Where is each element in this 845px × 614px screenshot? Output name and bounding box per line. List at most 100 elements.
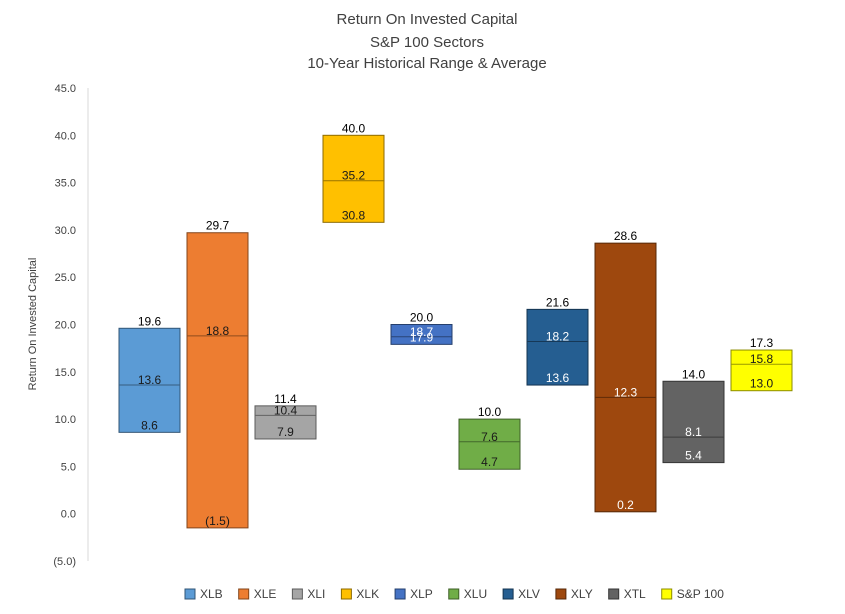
- average-label: 13.6: [138, 373, 162, 387]
- high-label: 11.4: [274, 392, 297, 406]
- y-tick-label: 35.0: [55, 178, 76, 190]
- range-bar-rect: [254, 405, 317, 440]
- low-label: 7.9: [277, 425, 294, 439]
- range-bar-rect: [118, 327, 181, 433]
- legend-swatch: [340, 588, 352, 600]
- average-label: 18.2: [546, 330, 570, 344]
- chart-title-line-1: Return On Invested Capital: [337, 11, 518, 28]
- range-bar-xlk: 40.0 35.2 30.8: [322, 121, 385, 223]
- legend-swatch: [608, 588, 620, 600]
- range-bar-xli: 11.410.4 7.9: [254, 392, 317, 440]
- average-label: 8.1: [685, 425, 702, 439]
- y-tick-label: 20.0: [55, 320, 76, 332]
- legend-item-xle: XLE: [238, 587, 277, 601]
- legend-swatch: [661, 588, 673, 600]
- y-tick-label: 40.0: [55, 130, 76, 142]
- legend-swatch: [291, 588, 303, 600]
- range-bar-rect: [458, 418, 521, 470]
- chart-title: Return On Invested Capital S&P 100 Secto…: [307, 11, 546, 72]
- legend-item-xlv: XLV: [502, 587, 540, 601]
- average-label: 35.2: [342, 169, 366, 183]
- average-label: 12.3: [614, 385, 638, 399]
- high-label: 20.0: [410, 311, 434, 325]
- legend-item-xli: XLI: [291, 587, 325, 601]
- low-label: 0.2: [617, 498, 634, 512]
- high-label: 10.0: [478, 405, 502, 419]
- high-label: 19.6: [138, 314, 162, 328]
- y-axis-ticks: 45.0 40.0 35.0 30.0 25.0 20.0 15.0 10.0 5.0 0.0 (5…: [53, 83, 76, 568]
- legend-swatch: [184, 588, 196, 600]
- y-tick-label: 0.0: [61, 509, 76, 521]
- legend-item-xly: XLY: [555, 587, 593, 601]
- y-tick-label: 45.0: [55, 83, 76, 95]
- y-tick-label: (5.0): [53, 556, 76, 568]
- range-bar-rect: [730, 349, 793, 392]
- chart-title-line-3: 10-Year Historical Range & Average: [307, 55, 546, 72]
- average-label: 10.4: [274, 403, 298, 417]
- y-tick-label: 15.0: [55, 367, 76, 379]
- y-tick-label: 30.0: [55, 225, 76, 237]
- y-tick-label: 5.0: [61, 461, 76, 473]
- legend-swatch: [238, 588, 250, 600]
- legend-label: XTL: [624, 587, 646, 601]
- low-label: 8.6: [141, 418, 158, 432]
- legend-item-xtl: XTL: [608, 587, 646, 601]
- high-label: 17.3: [750, 336, 774, 350]
- range-bars: 19.6 13.6 8.6 29.7 18.8 (1.5) 11.410.4 7.9 40.0 3…: [118, 121, 793, 529]
- range-bar-xlb: 19.6 13.6 8.6: [118, 314, 181, 433]
- range-bar-rect: [322, 134, 385, 223]
- range-bar-rect: [594, 242, 657, 513]
- average-label: 15.8: [750, 352, 774, 366]
- range-bar-xlp: 20.018.717.9: [390, 311, 453, 345]
- low-label: 13.6: [546, 371, 570, 385]
- high-label: 40.0: [342, 121, 366, 135]
- legend-label: XLK: [356, 587, 379, 601]
- range-bar-rect: [390, 324, 453, 345]
- y-axis-label: Return On Invested Capital: [27, 258, 39, 391]
- legend-item-s-p-100: S&P 100: [661, 587, 724, 601]
- range-bar-rect: [186, 232, 249, 529]
- legend-item-xlu: XLU: [448, 587, 487, 601]
- high-label: 29.7: [206, 219, 230, 233]
- legend-swatch: [555, 588, 567, 600]
- legend-label: XLV: [518, 587, 540, 601]
- legend-label: S&P 100: [677, 587, 724, 601]
- legend-label: XLY: [571, 587, 593, 601]
- legend-swatch: [394, 588, 406, 600]
- range-bar-rect: [662, 380, 725, 464]
- y-tick-label: 25.0: [55, 272, 76, 284]
- range-bar-xly: 28.6 12.3 0.2: [594, 229, 657, 513]
- legend-swatch: [448, 588, 460, 600]
- range-bar-xlu: 10.0 7.6 4.7: [458, 405, 521, 470]
- legend-swatch: [502, 588, 514, 600]
- low-label: 17.9: [410, 330, 434, 344]
- legend-item-xlp: XLP: [394, 587, 433, 601]
- range-bar-s-p-100: 17.3 15.8 13.0: [730, 336, 793, 392]
- average-label: 18.8: [206, 324, 230, 338]
- range-bar-xle: 29.7 18.8 (1.5): [186, 219, 249, 529]
- range-bar-xlv: 21.6 18.2 13.6: [526, 295, 589, 386]
- legend-item-xlb: XLB: [184, 587, 223, 601]
- average-label: 18.7: [410, 325, 434, 339]
- range-bar-rect: [526, 308, 589, 386]
- range-bar-xtl: 14.0 8.1 5.4: [662, 367, 725, 464]
- high-label: 21.6: [546, 295, 570, 309]
- legend-label: XLE: [254, 587, 277, 601]
- legend: XLB XLE XLI XLK XLP XLU XLV XLY XTL S&P 100: [184, 587, 724, 601]
- low-label: 30.8: [342, 208, 366, 222]
- chart-title-line-2: S&P 100 Sectors: [370, 34, 484, 51]
- y-tick-label: 10.0: [55, 414, 76, 426]
- high-label: 28.6: [614, 229, 638, 243]
- low-label: 5.4: [685, 449, 702, 463]
- high-label: 14.0: [682, 367, 706, 381]
- low-label: (1.5): [205, 514, 230, 528]
- legend-label: XLI: [307, 587, 325, 601]
- average-label: 7.6: [481, 430, 498, 444]
- legend-label: XLU: [464, 587, 487, 601]
- low-label: 13.0: [750, 377, 774, 391]
- legend-item-xlk: XLK: [340, 587, 379, 601]
- legend-label: XLP: [410, 587, 433, 601]
- low-label: 4.7: [481, 455, 498, 469]
